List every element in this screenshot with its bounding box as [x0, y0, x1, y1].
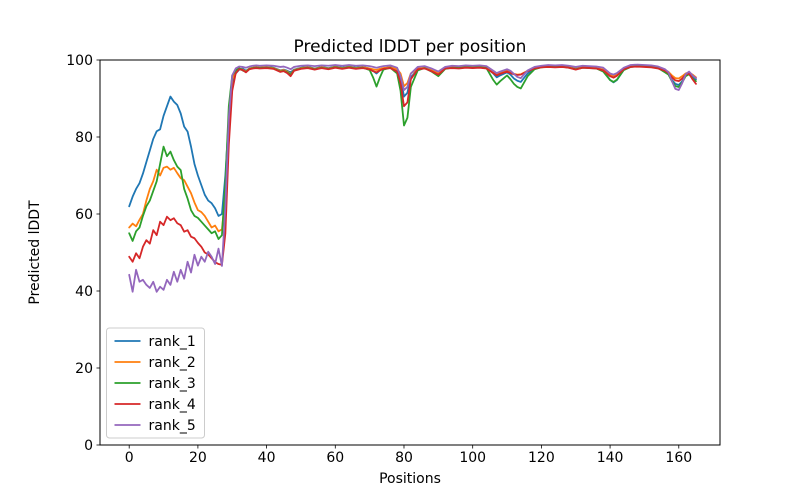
- legend-label-rank_4: rank_4: [149, 397, 196, 413]
- x-tick-label: 80: [395, 450, 413, 466]
- y-tick-label: 40: [75, 284, 93, 300]
- y-tick-label: 80: [75, 130, 93, 146]
- x-tick-label: 100: [459, 450, 486, 466]
- legend-label-rank_1: rank_1: [149, 334, 196, 350]
- y-axis-label: Predicted lDDT: [27, 200, 43, 305]
- legend-label-rank_5: rank_5: [149, 418, 196, 434]
- x-tick-label: 20: [189, 450, 207, 466]
- x-tick-label: 40: [258, 450, 276, 466]
- x-axis-label: Positions: [379, 471, 441, 487]
- x-tick-label: 160: [665, 450, 692, 466]
- axes-spines: [99, 59, 721, 446]
- series-line-rank_4: [128, 65, 697, 266]
- x-tick-label: 140: [597, 450, 624, 466]
- x-tick-label: 60: [326, 450, 344, 466]
- series-line-rank_5: [128, 63, 697, 293]
- y-tick-label: 20: [75, 361, 93, 377]
- chart-title: Predicted lDDT per position: [294, 37, 527, 57]
- y-tick-label: 60: [75, 207, 93, 223]
- legend-box: [106, 327, 205, 439]
- legend-label-rank_3: rank_3: [149, 376, 196, 392]
- x-tick-label: 0: [125, 450, 134, 466]
- x-tick-label: 120: [528, 450, 555, 466]
- y-tick-label: 0: [84, 438, 93, 454]
- legend-label-rank_2: rank_2: [149, 355, 196, 371]
- y-tick-label: 100: [66, 53, 93, 69]
